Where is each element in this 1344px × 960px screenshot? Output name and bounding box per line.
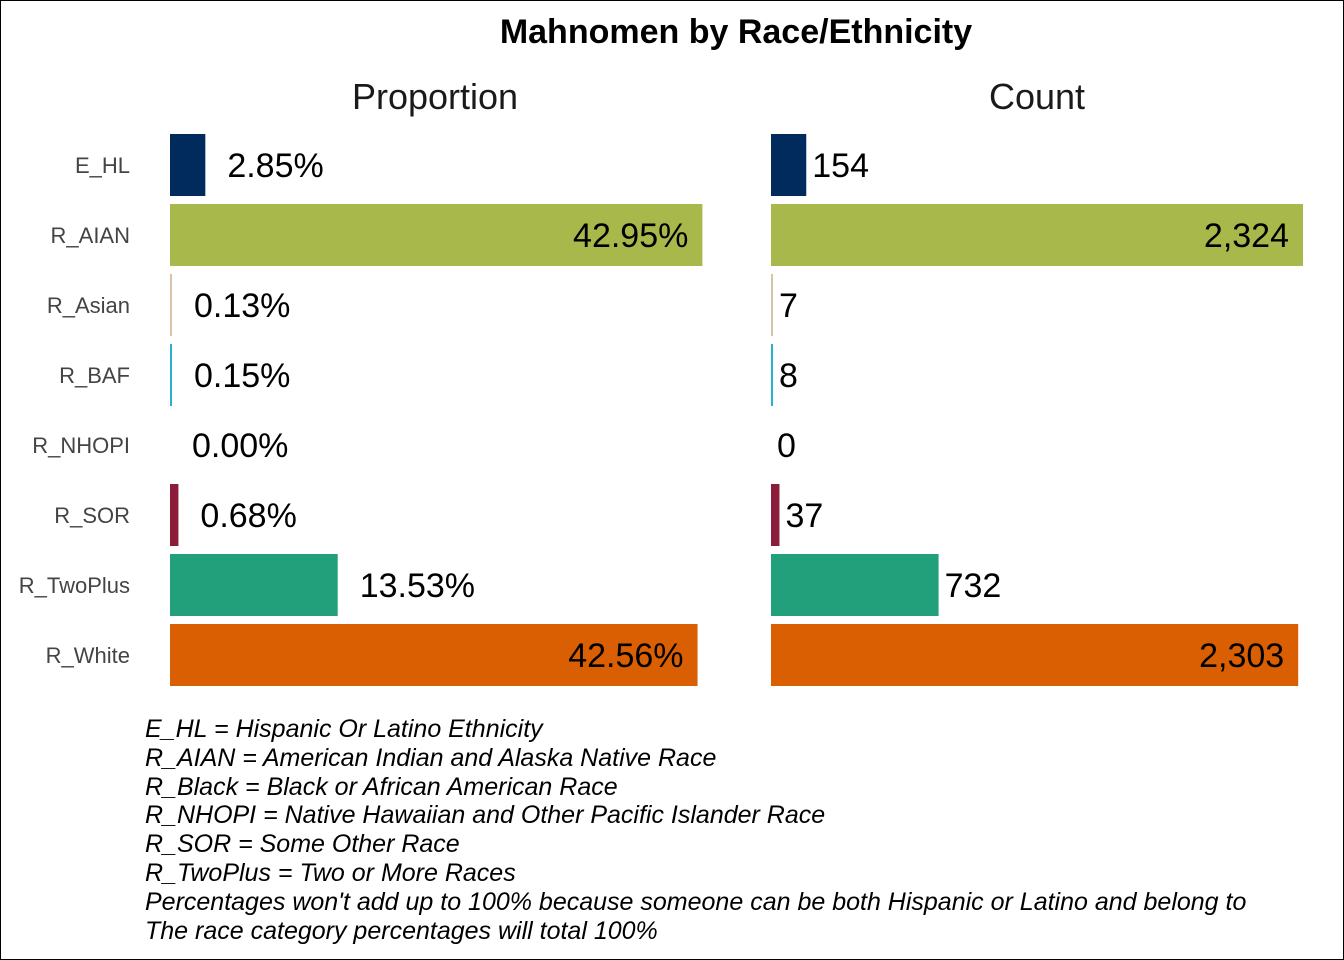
footnote-line: The race category percentages will total… [145,916,658,945]
data-label-proportion: 2.85% [227,147,323,185]
bar-proportion-r_asian [170,274,172,336]
data-label-count: 0 [777,427,796,465]
footnote-line: R_SOR = Some Other Race [145,830,460,859]
data-label-count: 37 [785,497,823,535]
data-label-proportion: 13.53% [360,567,475,605]
bar-count-r_white [771,624,1299,686]
bar-proportion-r_white [170,624,698,686]
bar-proportion-r_aian [170,204,703,266]
data-label-proportion: 42.56% [568,637,683,675]
bar-count-e_hl [771,134,807,196]
category-label: R_NHOPI [32,433,130,458]
bar-count-r_twoplus [771,554,939,616]
category-label: R_TwoPlus [19,573,130,598]
bar-proportion-e_hl [170,134,206,196]
panel-title-count: Count [989,76,1085,117]
category-label: E_HL [75,153,130,178]
category-label: R_AIAN [51,223,130,248]
data-label-count: 8 [779,357,798,395]
footnote-line: R_NHOPI = Native Hawaiian and Other Paci… [145,801,826,830]
data-label-proportion: 0.13% [194,287,290,325]
data-label-count: 732 [945,567,1002,605]
data-label-proportion: 0.00% [192,427,288,465]
footnote-line: R_TwoPlus = Two or More Races [145,858,516,887]
data-label-count: 154 [812,147,869,185]
footnote-line: R_AIAN = American Indian and Alaska Nati… [145,743,717,772]
data-label-proportion: 0.68% [200,497,296,535]
chart-title: Mahnomen by Race/Ethnicity [500,13,972,51]
category-label: R_SOR [54,503,130,528]
category-label: R_White [46,643,130,668]
data-label-count: 2,303 [1199,637,1284,675]
bar-proportion-r_sor [170,484,179,546]
data-label-count: 2,324 [1204,217,1289,255]
footnote-line: R_Black = Black or African American Race [145,772,618,801]
bar-count-r_asian [771,274,773,336]
footnote-line: E_HL = Hispanic Or Latino Ethnicity [145,715,543,743]
bar-count-r_sor [771,484,780,546]
data-label-proportion: 0.15% [194,357,290,395]
data-label-count: 7 [779,287,798,325]
data-label-proportion: 42.95% [573,217,688,255]
category-label: R_BAF [59,363,130,388]
bar-count-r_aian [771,204,1303,266]
bar-proportion-r_baf [170,344,172,406]
bar-count-r_baf [771,344,773,406]
footnotes: E_HL = Hispanic Or Latino Ethnicity R_AI… [145,715,1343,945]
category-label: R_Asian [47,293,130,318]
footnote-line: Percentages won't add up to 100% because… [145,887,1247,916]
bar-proportion-r_twoplus [170,554,338,616]
panel-title-proportion: Proportion [352,76,518,117]
plot-area: E_HL R_AIAN R_Asian R_BAF R_NHOPI R_SOR R_TwoP… [19,76,1303,686]
